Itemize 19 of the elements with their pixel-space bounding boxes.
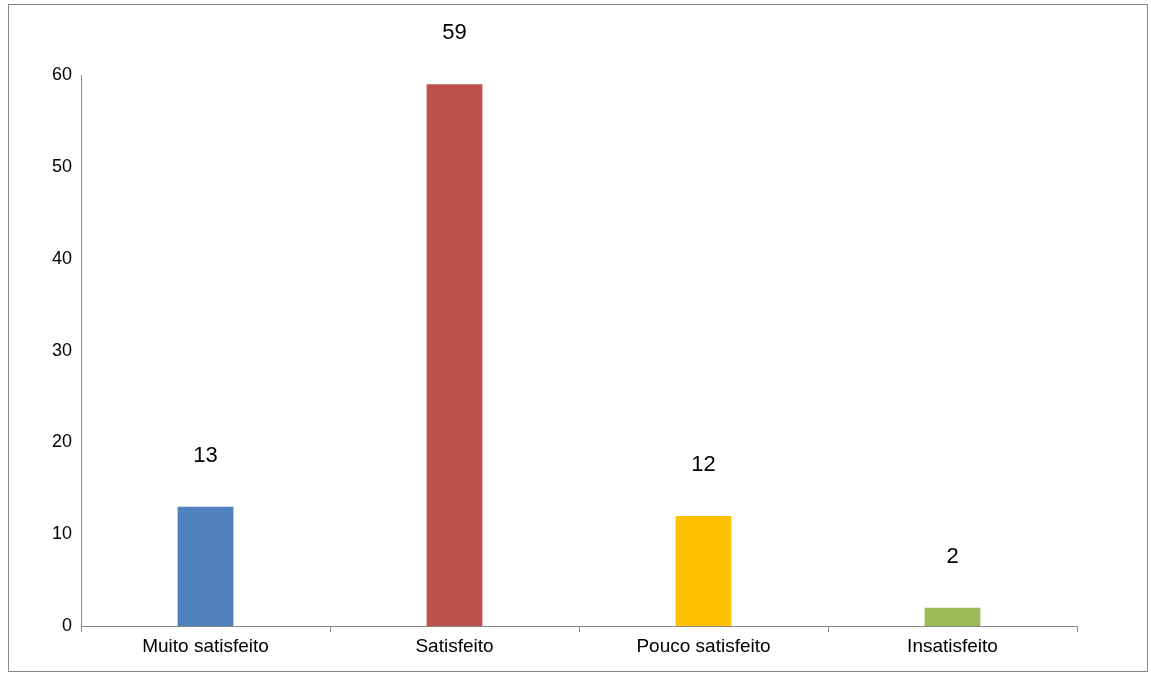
y-tick-label: 60	[51, 63, 73, 84]
y-tick-label: 0	[62, 615, 73, 636]
y-tick-label: 40	[51, 247, 73, 268]
data-label: 59	[442, 19, 467, 45]
data-label: 13	[193, 441, 218, 467]
x-tick-label: Muito satisfeito	[142, 634, 269, 656]
x-tick-label: Insatisfeito	[907, 634, 998, 656]
bar	[675, 515, 732, 627]
bar	[177, 506, 234, 627]
y-tick-label: 20	[51, 431, 73, 452]
y-tick-label: 50	[51, 155, 73, 176]
y-tick-label: 10	[51, 523, 73, 544]
y-tick-label: 30	[51, 339, 73, 360]
x-tick-label: Satisfeito	[415, 634, 494, 656]
data-label: 12	[691, 451, 716, 477]
bar	[924, 607, 981, 627]
x-tick-label: Pouco satisfeito	[636, 634, 771, 656]
bar	[426, 84, 483, 627]
data-label: 2	[946, 542, 959, 568]
